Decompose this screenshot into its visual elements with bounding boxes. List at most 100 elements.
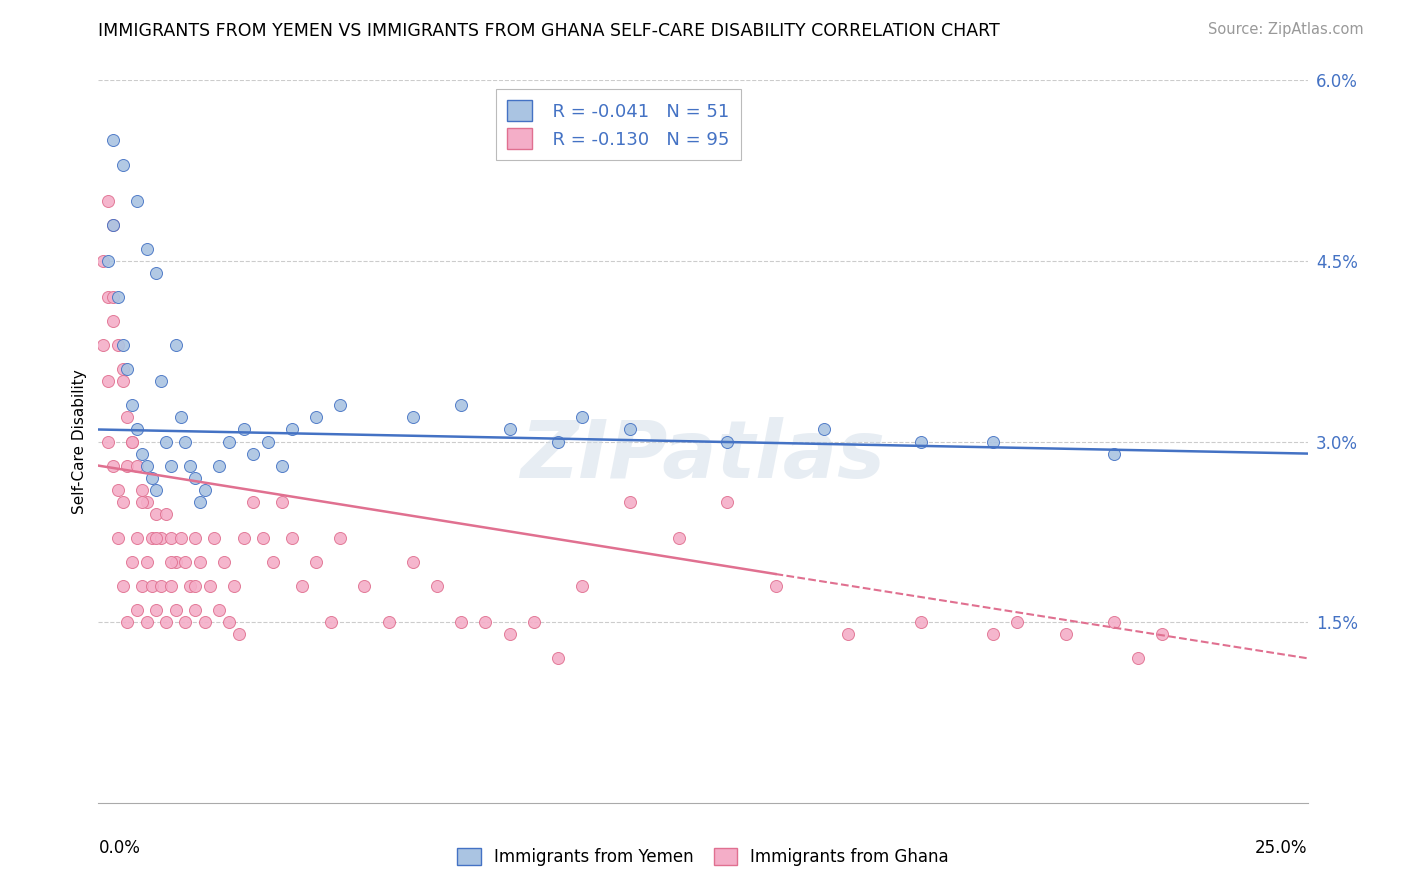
Point (212, 555, 235, 569)
Point (271, 494, 294, 508)
Point (765, 579, 787, 593)
Point (111, 157, 134, 171)
Point (111, 494, 134, 508)
Point (155, 507, 177, 521)
Point (165, 338, 187, 352)
Point (218, 615, 240, 630)
Point (981, 434, 1004, 449)
Point (252, 531, 274, 545)
Point (97, 290, 120, 304)
Point (131, 494, 153, 508)
Point (160, 531, 183, 545)
Point (256, 434, 278, 449)
Point (121, 398, 143, 412)
Point (198, 579, 221, 593)
Point (101, 290, 124, 304)
Legend: Immigrants from Yemen, Immigrants from Ghana: Immigrants from Yemen, Immigrants from G… (449, 840, 957, 875)
Point (262, 555, 284, 569)
Point (141, 531, 163, 545)
Point (716, 434, 738, 449)
Point (179, 458, 201, 473)
Point (111, 579, 134, 593)
Point (188, 555, 211, 569)
Point (571, 579, 593, 593)
Point (141, 579, 163, 593)
Point (135, 494, 157, 508)
Point (571, 410, 593, 425)
Point (184, 470, 207, 484)
Point (150, 531, 173, 545)
Point (135, 242, 157, 256)
Point (498, 627, 520, 641)
Point (117, 458, 139, 473)
Point (107, 531, 129, 545)
Point (155, 615, 177, 630)
Point (131, 446, 153, 460)
Point (184, 603, 207, 617)
Point (281, 531, 304, 545)
Point (981, 627, 1004, 641)
Point (184, 579, 207, 593)
Point (271, 458, 294, 473)
Point (145, 266, 167, 280)
Point (319, 615, 342, 630)
Legend:   R = -0.041   N = 51,   R = -0.130   N = 95: R = -0.041 N = 51, R = -0.130 N = 95 (496, 89, 741, 160)
Point (145, 483, 167, 497)
Point (117, 615, 139, 630)
Point (1007, 615, 1029, 630)
Point (910, 615, 932, 630)
Point (135, 458, 157, 473)
Point (111, 338, 134, 352)
Point (547, 434, 569, 449)
Point (179, 579, 201, 593)
Point (837, 627, 859, 641)
Point (232, 422, 254, 436)
Text: 25.0%: 25.0% (1256, 839, 1308, 857)
Point (204, 531, 226, 545)
Point (160, 579, 183, 593)
Point (135, 555, 157, 569)
Point (107, 290, 129, 304)
Text: Source: ZipAtlas.com: Source: ZipAtlas.com (1208, 22, 1364, 37)
Point (121, 434, 143, 449)
Point (194, 483, 217, 497)
Point (165, 603, 187, 617)
Point (121, 555, 143, 569)
Point (222, 579, 245, 593)
Point (498, 422, 520, 436)
Point (101, 133, 124, 147)
Point (117, 362, 139, 376)
Point (145, 603, 167, 617)
Point (329, 398, 352, 412)
Point (107, 483, 129, 497)
Point (547, 651, 569, 665)
Point (402, 410, 425, 425)
Point (91, 338, 114, 352)
Point (101, 458, 124, 473)
Point (281, 422, 304, 436)
Point (377, 615, 399, 630)
Point (97, 434, 120, 449)
Point (174, 615, 197, 630)
Point (131, 579, 153, 593)
Point (145, 507, 167, 521)
Text: ZIPatlas: ZIPatlas (520, 417, 886, 495)
Point (474, 615, 496, 630)
Point (668, 531, 690, 545)
Point (111, 374, 134, 388)
Point (402, 555, 425, 569)
Point (523, 615, 546, 630)
Point (174, 555, 197, 569)
Point (155, 434, 177, 449)
Point (208, 458, 231, 473)
Point (141, 470, 163, 484)
Point (127, 531, 149, 545)
Point (101, 218, 124, 232)
Point (426, 579, 449, 593)
Point (188, 494, 211, 508)
Point (169, 531, 191, 545)
Point (127, 603, 149, 617)
Point (111, 362, 134, 376)
Point (174, 434, 197, 449)
Point (290, 579, 312, 593)
